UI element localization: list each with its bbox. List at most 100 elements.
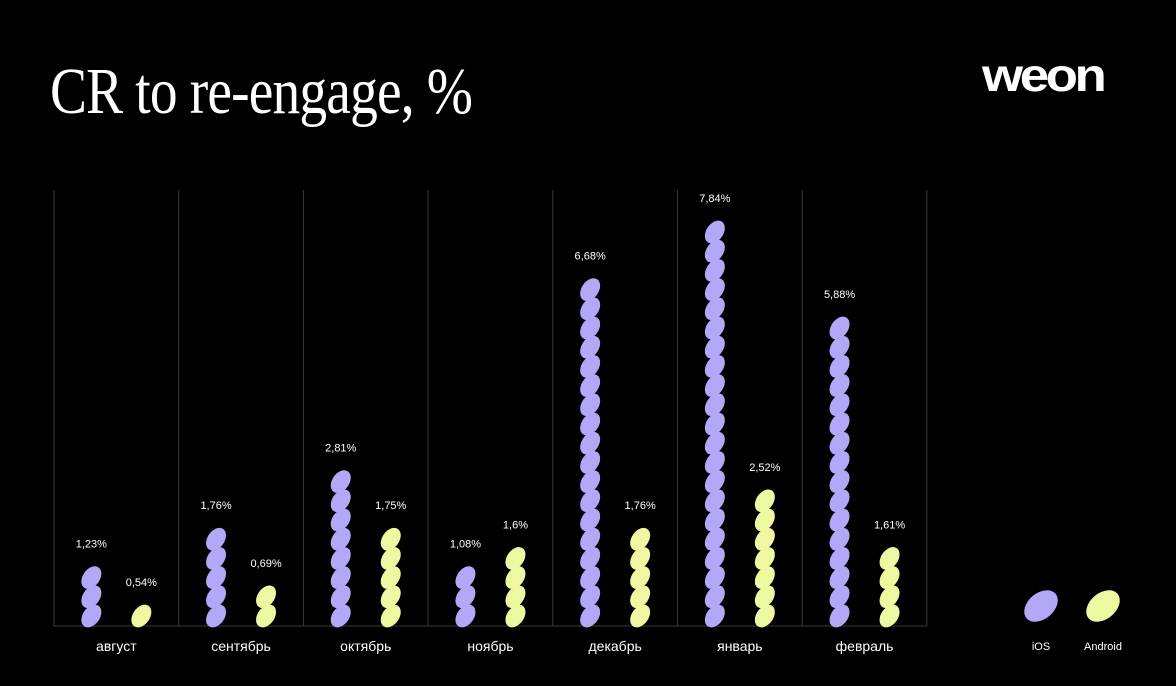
ios-legend-swatch — [1024, 590, 1058, 622]
ios-bar-segment — [206, 566, 227, 589]
ios-value-label: 6,68% — [575, 251, 606, 263]
ios-bar-segment — [330, 527, 351, 551]
android-bar-segment — [754, 508, 775, 532]
android-bar-segment — [879, 566, 900, 589]
android-bar-segment — [754, 585, 775, 609]
ios-bar-segment — [580, 470, 601, 493]
ios-bar-segment — [330, 604, 351, 628]
ios-bar-segment — [704, 566, 725, 589]
weon-logo: weon — [982, 49, 1107, 101]
ios-bar-segment — [704, 355, 725, 378]
ios-bar-segment — [829, 585, 850, 609]
android-bar-segment — [256, 585, 277, 609]
android-bar-segment — [505, 604, 526, 628]
android-bar-segment — [630, 604, 651, 628]
ios-value-label: 1,23% — [76, 539, 107, 551]
ios-bar-segment — [330, 470, 351, 493]
android-bar-segment — [131, 604, 152, 628]
android-value-label: 1,75% — [375, 500, 406, 512]
ios-bar-segment — [704, 451, 725, 474]
android-value-label: 1,61% — [874, 519, 905, 531]
android-bar-segment — [630, 527, 651, 551]
android-bar-segment — [754, 547, 775, 570]
chart-title: CR to re-engage, % — [50, 55, 473, 128]
ios-bar-segment — [580, 431, 601, 455]
ios-bar-segment — [829, 470, 850, 493]
month-label: август — [96, 638, 137, 654]
ios-value-label: 1,76% — [200, 500, 231, 512]
android-bar-segment — [879, 604, 900, 628]
ios-bar-segment — [580, 297, 601, 321]
ios-bar-segment — [330, 547, 351, 570]
ios-bar-segment — [829, 393, 850, 417]
ios-bar-segment — [829, 374, 850, 397]
ios-value-label: 5,88% — [824, 289, 855, 301]
android-value-label: 1,6% — [503, 519, 528, 531]
ios-bar-segment — [829, 355, 850, 378]
ios-bar-segment — [704, 316, 725, 340]
android-value-label: 1,76% — [625, 500, 656, 512]
ios-bar-segment — [580, 393, 601, 417]
ios-bar-segment — [829, 316, 850, 340]
ios-bar-segment — [829, 604, 850, 628]
ios-bar-segment — [330, 508, 351, 532]
month-label: ноябрь — [467, 638, 513, 654]
month-label: октябрь — [340, 638, 391, 654]
android-bar-segment — [380, 547, 401, 570]
ios-bar-segment — [455, 566, 476, 589]
ios-bar-segment — [580, 489, 601, 513]
ios-bar-segment — [704, 508, 725, 532]
android-bar-segment — [754, 604, 775, 628]
ios-bar-segment — [580, 585, 601, 609]
ios-bar-segment — [580, 355, 601, 378]
ios-bar-segment — [829, 431, 850, 455]
ios-bar-segment — [704, 393, 725, 417]
ios-bar-segment — [330, 489, 351, 513]
ios-bar-segment — [704, 527, 725, 551]
android-bar-segment — [505, 585, 526, 609]
android-bar-segment — [754, 527, 775, 551]
android-bar-segment — [630, 585, 651, 609]
ios-bar-segment — [704, 297, 725, 321]
ios-bar-segment — [580, 374, 601, 397]
legend-label: Android — [1084, 641, 1122, 653]
ios-bar-segment — [704, 412, 725, 436]
android-bar-segment — [879, 585, 900, 609]
ios-bar-segment — [580, 508, 601, 532]
ios-bar-segment — [704, 259, 725, 282]
ios-bar-segment — [206, 585, 227, 609]
android-bar-segment — [380, 585, 401, 609]
month-label: февраль — [836, 638, 894, 654]
android-value-label: 0,69% — [250, 558, 281, 570]
ios-bar-segment — [81, 604, 102, 628]
android-bar-segment — [505, 566, 526, 589]
ios-bar-segment — [206, 547, 227, 570]
ios-bar-segment — [704, 489, 725, 513]
ios-bar-segment — [580, 547, 601, 570]
ios-bar-segment — [580, 316, 601, 340]
android-bar-segment — [879, 547, 900, 570]
ios-bar-segment — [829, 489, 850, 513]
month-label: январь — [717, 638, 762, 654]
ios-bar-segment — [580, 335, 601, 359]
android-bar-segment — [380, 566, 401, 589]
ios-bar-segment — [580, 527, 601, 551]
ios-bar-segment — [829, 547, 850, 570]
ios-bar-segment — [455, 604, 476, 628]
ios-bar-segment — [704, 374, 725, 397]
ios-value-label: 1,08% — [450, 539, 481, 551]
ios-bar-segment — [455, 585, 476, 609]
ios-bar-segment — [829, 566, 850, 589]
android-bar-segment — [754, 566, 775, 589]
android-bar-segment — [256, 604, 277, 628]
ios-value-label: 7,84% — [699, 193, 730, 205]
month-label: сентябрь — [211, 638, 271, 654]
ios-bar-segment — [704, 431, 725, 455]
ios-bar-segment — [704, 220, 725, 244]
ios-bar-segment — [580, 412, 601, 436]
ios-bar-segment — [206, 527, 227, 551]
ios-bar-segment — [704, 547, 725, 570]
ios-bar-segment — [704, 278, 725, 301]
month-label: декабрь — [589, 638, 642, 654]
